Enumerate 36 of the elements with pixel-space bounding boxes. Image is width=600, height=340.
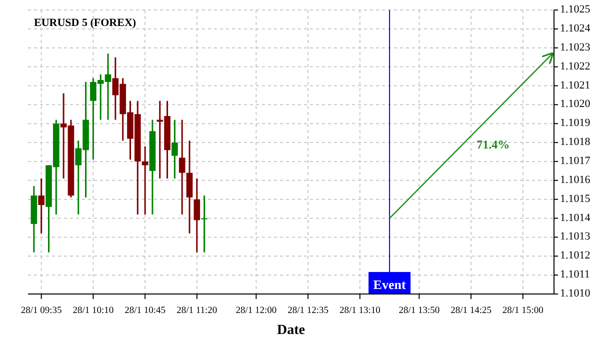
x-tick-label: 28/1 15:00	[502, 306, 544, 316]
x-tick-label: 28/1 12:00	[236, 306, 277, 316]
y-tick-label: 1.1024	[560, 22, 591, 34]
annotation: 71.4%	[476, 137, 510, 152]
y-tick-label: 1.1012	[560, 250, 590, 262]
text: EURUSD 5 (FOREX)	[34, 17, 136, 29]
y-tick-label: 1.1020	[560, 98, 591, 110]
y-tick-label: 1.1011	[560, 268, 590, 281]
candlestick	[178, 119, 186, 216]
x-tick-label: 28/1 13:10	[339, 306, 381, 316]
candlestick	[142, 146, 148, 216]
x-tick-label: 28/1 13:50	[398, 306, 440, 316]
candlestick	[172, 119, 178, 180]
ref-line-label: Event	[373, 277, 406, 292]
y-tick-label: 1.1021	[560, 79, 590, 92]
y-tick-label: 1.1018	[560, 136, 591, 148]
y-tick-label: 1.1016	[560, 174, 591, 186]
candlestick	[194, 178, 200, 254]
x-tick-label: 28/1 10:45	[124, 306, 166, 316]
y-tick-label: 1.1025	[560, 4, 591, 16]
y-tick-label: 1.1014	[560, 212, 591, 224]
candlestick	[38, 178, 44, 234]
y-tick-label: 1.1013	[560, 230, 591, 243]
y-tick-label: 1.1017	[560, 155, 591, 167]
y-tick-label: 1.1019	[560, 117, 591, 130]
y-tick-label: 1.1010	[560, 288, 591, 300]
y-tick-label: 1.1023	[560, 41, 591, 54]
y-tick-label: 1.1015	[560, 192, 591, 205]
x-tick-label: 28/1 14:25	[450, 306, 492, 316]
y-tick-label: 1.1022	[560, 60, 590, 72]
x-tick-label: 28/1 09:35	[20, 306, 62, 316]
x-tick-label: 28/1 11:20	[176, 306, 218, 316]
x-axis-title: Date	[277, 323, 305, 338]
candlestick	[201, 194, 208, 254]
x-tick-label: 28/1 12:35	[288, 306, 329, 316]
x-tick-label: 28/1 10:10	[72, 306, 114, 316]
